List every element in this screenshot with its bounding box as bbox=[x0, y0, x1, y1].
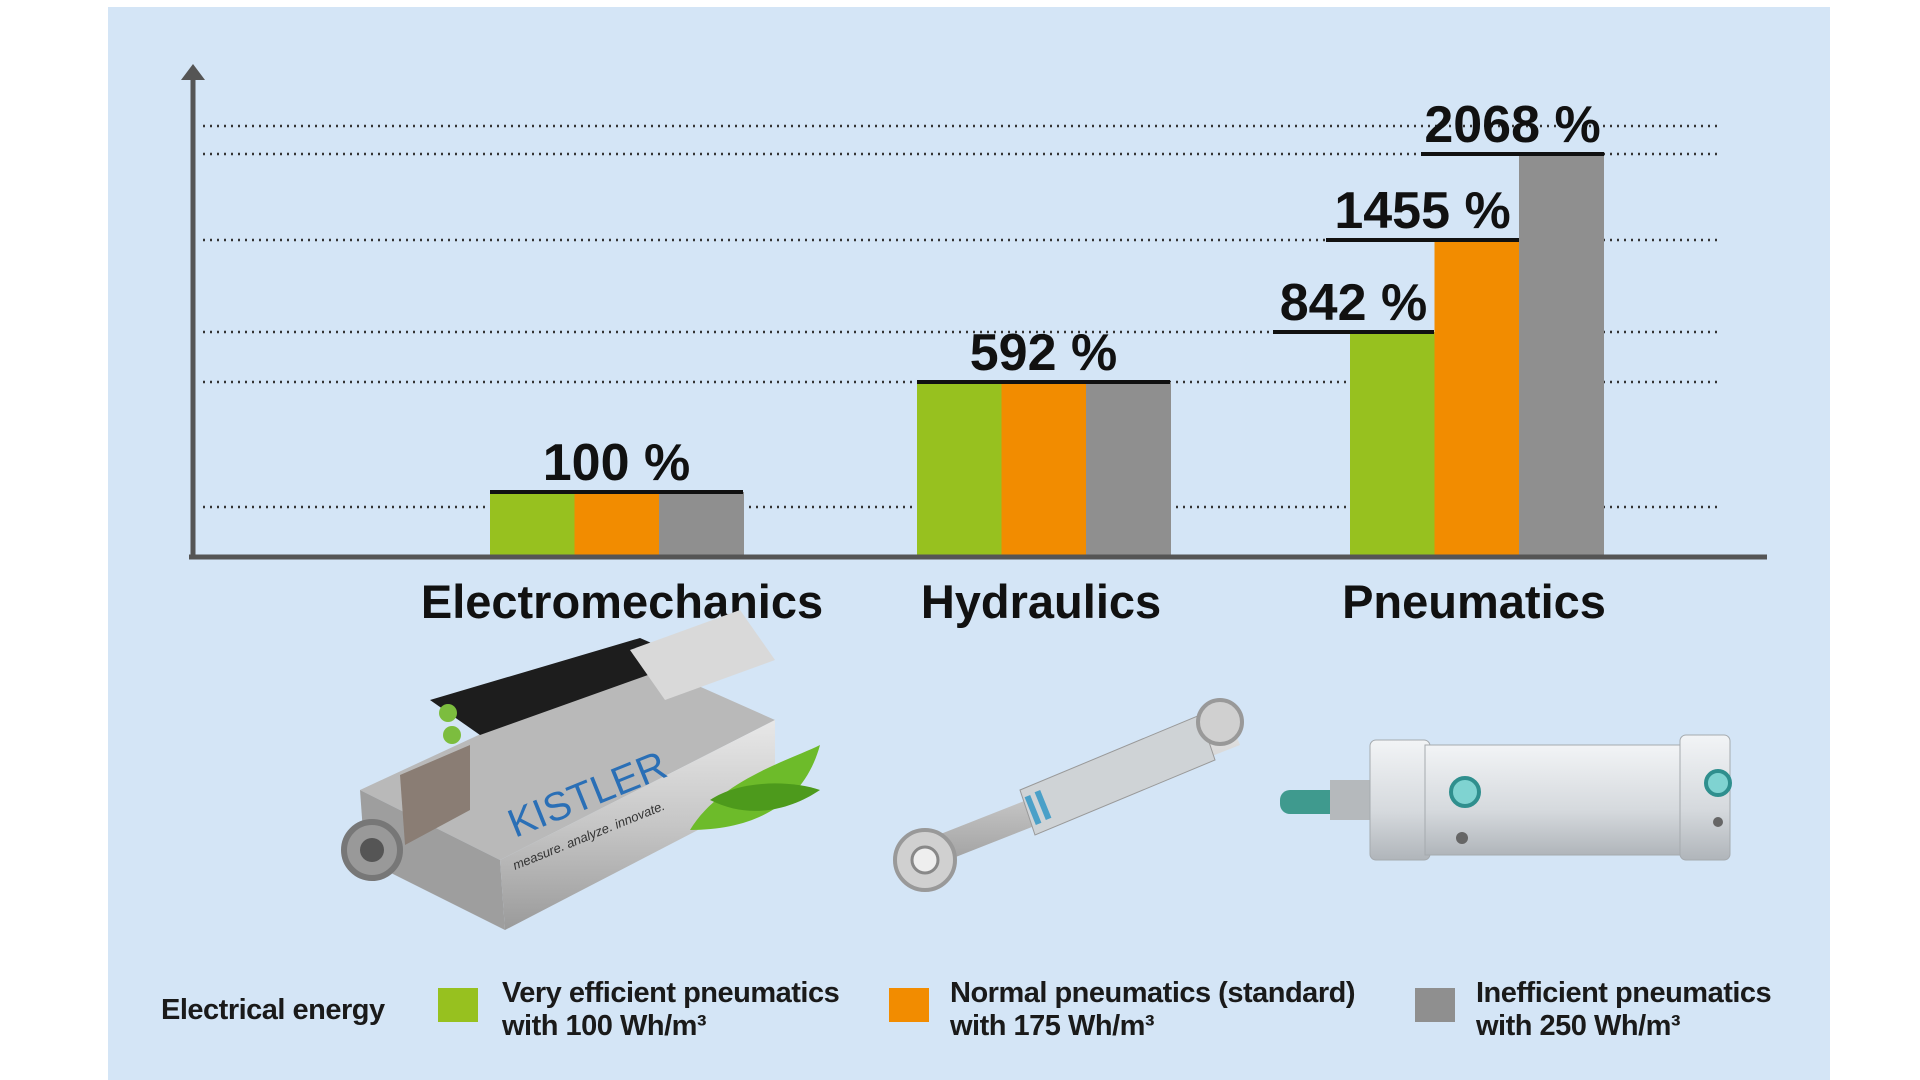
hydraulics-image bbox=[893, 698, 1244, 892]
legend-line: Normal pneumatics (standard) bbox=[950, 977, 1355, 1009]
bar-electromechanics-0 bbox=[490, 492, 575, 557]
bar-hydraulics-1 bbox=[1001, 382, 1087, 557]
category-label: Hydraulics bbox=[921, 575, 1161, 628]
legend-title: Electrical energy bbox=[161, 994, 385, 1026]
bar-pneumatics-1 bbox=[1434, 240, 1520, 557]
legend-item-very-efficient: Very efficient pneumatics with 100 Wh/m³ bbox=[502, 977, 840, 1043]
data-label: 100 % bbox=[543, 434, 690, 492]
legend-swatch-orange bbox=[889, 988, 929, 1022]
legend-swatch-gray bbox=[1415, 988, 1455, 1022]
bar-pneumatics-2 bbox=[1519, 154, 1604, 557]
y-axis-arrow-icon bbox=[181, 64, 205, 80]
pneumatics-image bbox=[1280, 734, 1732, 861]
legend-line: with 175 Wh/m³ bbox=[950, 1010, 1155, 1042]
data-label: 842 % bbox=[1280, 274, 1427, 332]
electromechanics-image: KISTLER measure. analyze. innovate. bbox=[341, 610, 820, 930]
bar-hydraulics-2 bbox=[1086, 382, 1171, 557]
category-label: Pneumatics bbox=[1342, 575, 1606, 628]
data-label: 1455 % bbox=[1334, 182, 1510, 240]
legend-line: with 100 Wh/m³ bbox=[502, 1010, 707, 1042]
data-label: 2068 % bbox=[1424, 96, 1600, 154]
bar-electromechanics-1 bbox=[574, 492, 660, 557]
bar-electromechanics-2 bbox=[659, 492, 744, 557]
legend-swatch-green bbox=[438, 988, 478, 1022]
legend-line: with 250 Wh/m³ bbox=[1476, 1010, 1681, 1042]
legend-item-inefficient: Inefficient pneumatics with 250 Wh/m³ bbox=[1476, 977, 1772, 1043]
category-label: Electromechanics bbox=[421, 575, 823, 628]
data-label: 592 % bbox=[970, 324, 1117, 382]
bar-hydraulics-0 bbox=[917, 382, 1002, 557]
legend-line: Inefficient pneumatics bbox=[1476, 977, 1772, 1009]
bar-pneumatics-0 bbox=[1350, 332, 1435, 557]
legend-item-normal: Normal pneumatics (standard) with 175 Wh… bbox=[950, 977, 1355, 1043]
legend-line: Very efficient pneumatics bbox=[502, 977, 840, 1009]
